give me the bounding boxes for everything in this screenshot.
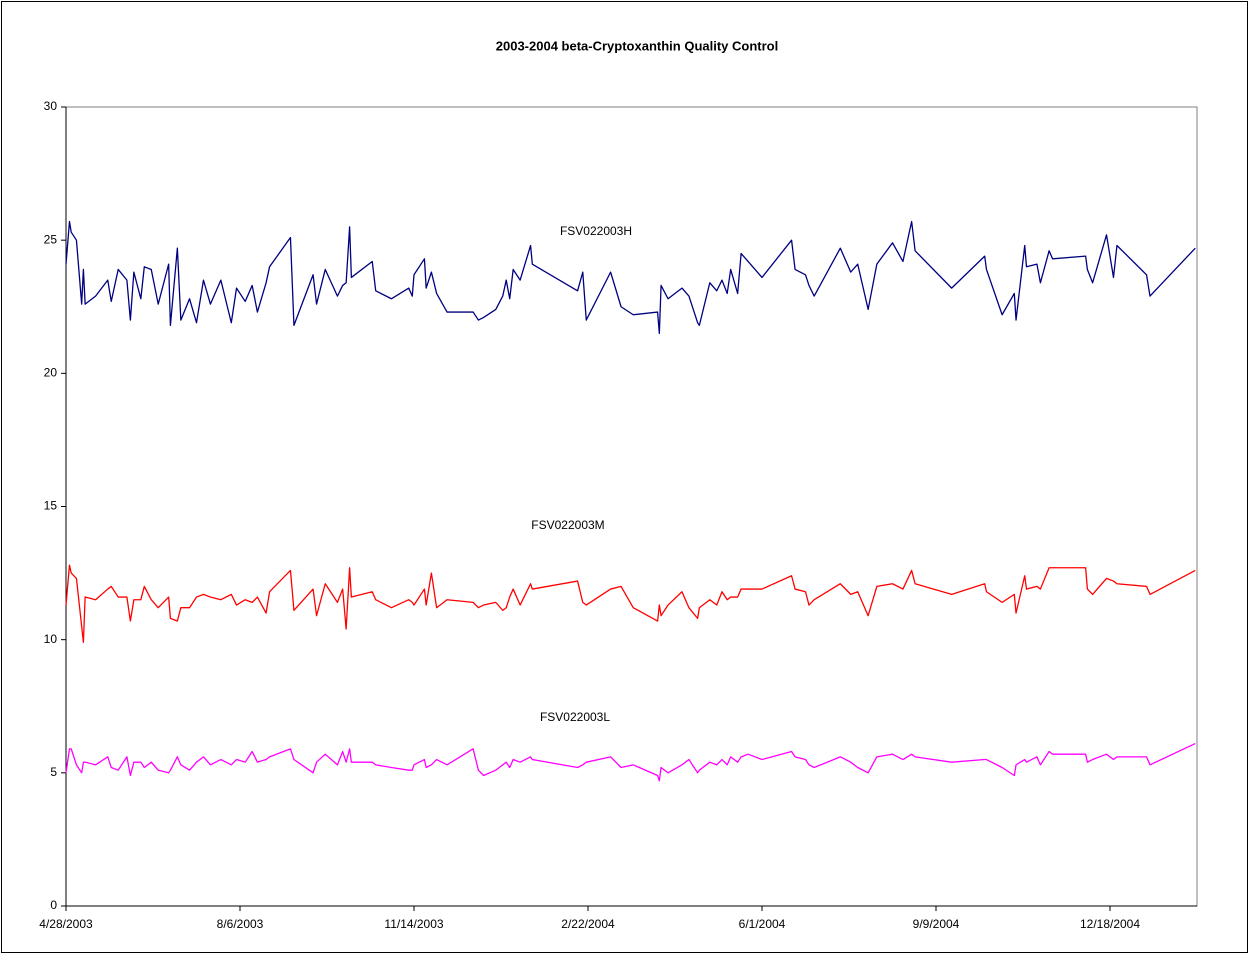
series-line [65,220,1196,335]
y-tick-label: 30 [44,99,58,113]
x-tick-label: 2/22/2004 [561,917,615,931]
y-tick-label: 15 [44,499,58,513]
series-label: FSV022003H [560,224,632,238]
y-tick-label: 10 [44,632,58,646]
y-tick-label: 20 [44,366,58,380]
x-tick-label: 8/6/2003 [217,917,264,931]
y-tick-label: 5 [50,765,57,779]
y-tick-label: 25 [44,232,58,246]
x-tick-label: 4/28/2003 [39,917,93,931]
chart-title: 2003-2004 beta-Cryptoxanthin Quality Con… [496,38,778,53]
x-tick-label: 11/14/2003 [384,917,443,931]
series-label: FSV022003M [531,518,604,532]
x-tick-label: 9/9/2004 [913,917,960,931]
series-label: FSV022003L [540,710,610,724]
x-tick-label: 6/1/2004 [739,917,786,931]
x-tick-label: 12/18/2004 [1080,917,1140,931]
series-line [65,564,1196,643]
series-line [65,742,1196,782]
y-tick-label: 0 [50,898,57,912]
